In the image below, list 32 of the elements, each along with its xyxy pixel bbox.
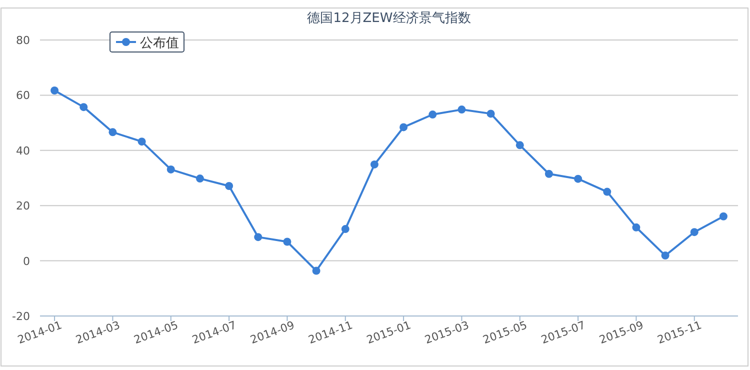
point: [50, 86, 59, 95]
point: [341, 225, 350, 234]
y-tick-label: 0: [23, 254, 30, 268]
point: [283, 238, 292, 246]
point: [108, 128, 117, 136]
point: [661, 252, 670, 260]
point: [254, 233, 262, 242]
point: [370, 160, 378, 168]
point: [574, 174, 582, 183]
chart-title: 德国12月ZEW经济景气指数: [307, 11, 471, 26]
point: [486, 110, 495, 118]
point: [225, 182, 234, 190]
point: [166, 165, 175, 174]
point: [719, 212, 728, 220]
y-tick-label: 80: [16, 34, 30, 47]
y-tick-label: -20: [12, 310, 30, 323]
point: [632, 223, 640, 232]
legend-label: 公布值: [140, 36, 179, 51]
point: [690, 228, 698, 236]
point: [544, 170, 553, 178]
y-tick-label: 40: [16, 144, 30, 158]
y-tick-label: 20: [16, 200, 30, 213]
point: [80, 103, 88, 112]
point: [196, 174, 204, 183]
point: [428, 110, 437, 119]
point: [516, 141, 524, 150]
y-tick-label: 60: [16, 89, 30, 102]
point: [458, 106, 466, 114]
point: [603, 188, 612, 196]
point: [138, 138, 146, 146]
point: [400, 123, 408, 132]
point: [312, 266, 320, 275]
